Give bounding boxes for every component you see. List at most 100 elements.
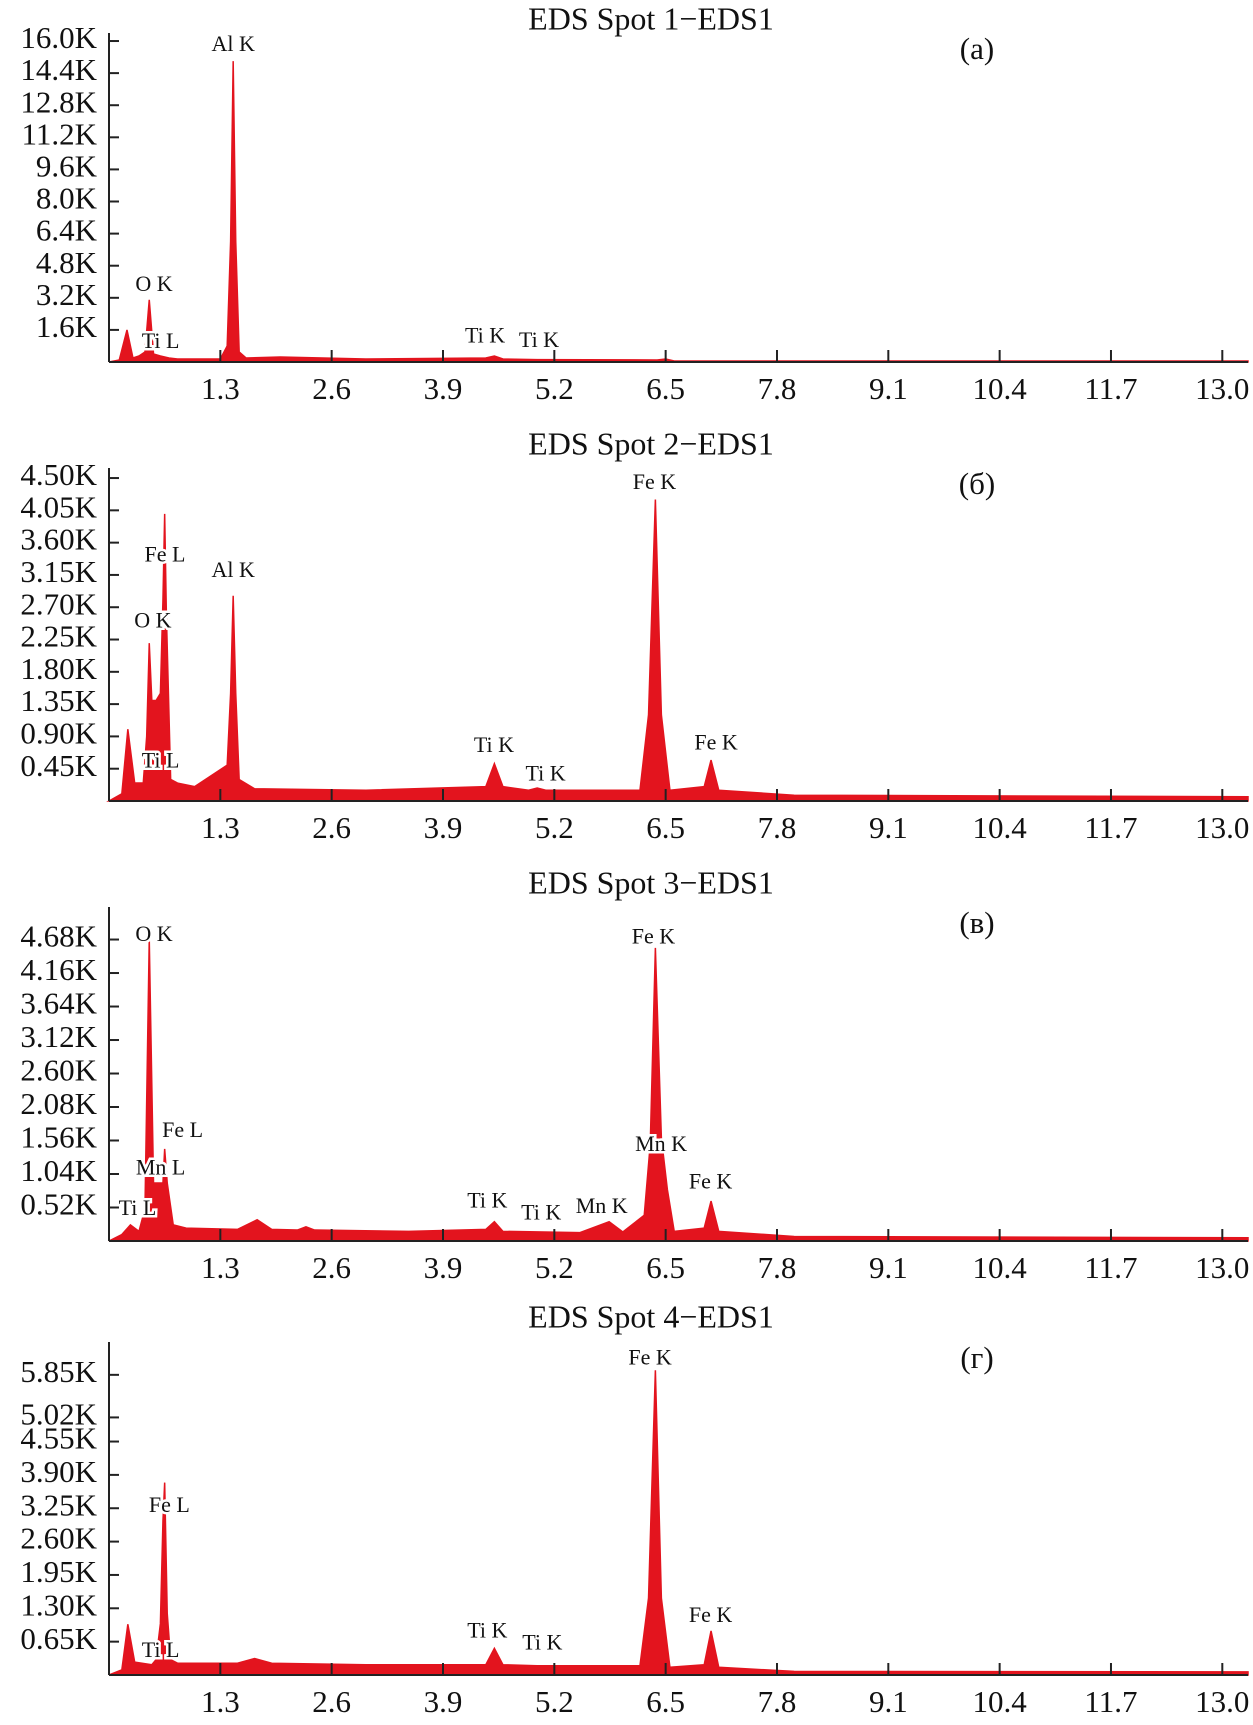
chart-title: EDS Spot 4−EDS1 bbox=[528, 1298, 774, 1334]
panel-label: (б) bbox=[959, 466, 995, 501]
x-tick-label: 7.8 bbox=[758, 1250, 797, 1285]
peak-label: Ti K bbox=[521, 1199, 561, 1224]
y-tick-label: 3.64K bbox=[20, 986, 97, 1021]
y-tick-label: 4.55K bbox=[20, 1421, 97, 1456]
x-tick-label: 10.4 bbox=[973, 371, 1028, 406]
x-tick-label: 1.3 bbox=[201, 1250, 240, 1285]
x-tick-label: 5.2 bbox=[535, 810, 574, 845]
x-tick-label: 11.7 bbox=[1084, 1684, 1137, 1719]
y-tick-label: 1.04K bbox=[20, 1153, 97, 1188]
peak-label: Fe K bbox=[694, 730, 738, 755]
x-tick-label: 13.0 bbox=[1195, 1684, 1249, 1719]
x-tick-label: 2.6 bbox=[312, 810, 351, 845]
y-tick-label: 3.2K bbox=[36, 277, 98, 312]
x-tick-label: 13.0 bbox=[1195, 371, 1249, 406]
peak-label: O K bbox=[135, 921, 172, 946]
spectrum-area bbox=[108, 938, 1249, 1242]
x-tick-label: 5.2 bbox=[535, 1684, 574, 1719]
y-tick-label: 1.35K bbox=[20, 683, 97, 718]
y-tick-label: 9.6K bbox=[36, 149, 98, 184]
x-tick-label: 6.5 bbox=[646, 1684, 685, 1719]
peak-label: Ti K bbox=[519, 327, 559, 352]
y-tick-label: 8.0K bbox=[36, 181, 98, 216]
y-tick-label: 3.12K bbox=[20, 1019, 97, 1054]
spectrum-area bbox=[106, 499, 1249, 802]
peak-label: Ti L bbox=[142, 747, 180, 772]
x-tick-label: 1.3 bbox=[201, 810, 240, 845]
peak-label: Fe K bbox=[632, 923, 676, 948]
peak-label: Fe K bbox=[689, 1602, 733, 1627]
peak-label: Ti L bbox=[119, 1195, 157, 1220]
y-tick-label: 1.6K bbox=[36, 309, 98, 344]
x-tick-label: 9.1 bbox=[869, 1684, 908, 1719]
x-tick-label: 6.5 bbox=[646, 1250, 685, 1285]
y-tick-label: 4.16K bbox=[20, 952, 97, 987]
x-tick-label: 11.7 bbox=[1084, 810, 1137, 845]
peak-label: Mn L bbox=[136, 1154, 186, 1179]
peak-label: Ti K bbox=[467, 1187, 507, 1212]
x-tick-label: 10.4 bbox=[973, 1684, 1028, 1719]
x-tick-label: 5.2 bbox=[535, 1250, 574, 1285]
panel-label: (г) bbox=[960, 1340, 993, 1375]
panel-label: (a) bbox=[960, 31, 994, 66]
peak-label: Ti L bbox=[142, 1637, 180, 1662]
peak-label: Ti K bbox=[526, 761, 566, 786]
x-tick-label: 5.2 bbox=[535, 371, 574, 406]
x-tick-label: 10.4 bbox=[973, 1250, 1028, 1285]
peak-label: Mn K bbox=[635, 1131, 687, 1156]
x-tick-label: 9.1 bbox=[869, 371, 908, 406]
y-tick-label: 0.90K bbox=[20, 716, 97, 751]
peak-label: Ti K bbox=[465, 323, 505, 348]
peak-label: Ti L bbox=[142, 328, 180, 353]
y-tick-label: 1.95K bbox=[20, 1554, 97, 1589]
y-tick-label: 2.60K bbox=[20, 1521, 97, 1556]
x-tick-label: 6.5 bbox=[646, 810, 685, 845]
y-tick-label: 1.30K bbox=[20, 1587, 97, 1622]
x-tick-label: 7.8 bbox=[758, 810, 797, 845]
y-tick-label: 1.56K bbox=[20, 1120, 97, 1155]
y-tick-label: 0.65K bbox=[20, 1621, 97, 1656]
y-tick-label: 4.8K bbox=[36, 245, 98, 280]
chart-title: EDS Spot 1−EDS1 bbox=[528, 0, 774, 36]
x-tick-label: 1.3 bbox=[201, 1684, 240, 1719]
x-tick-label: 9.1 bbox=[869, 1250, 908, 1285]
y-tick-label: 3.25K bbox=[20, 1487, 97, 1522]
peak-label: Fe L bbox=[162, 1117, 203, 1142]
y-tick-label: 2.08K bbox=[20, 1086, 97, 1121]
y-tick-label: 3.15K bbox=[20, 554, 97, 589]
y-tick-label: 5.02K bbox=[20, 1397, 97, 1432]
peak-label: Fe L bbox=[149, 1492, 190, 1517]
y-tick-label: 4.50K bbox=[20, 457, 97, 492]
chart-title: EDS Spot 2−EDS1 bbox=[528, 425, 774, 461]
y-tick-label: 11.2K bbox=[22, 116, 98, 151]
y-tick-label: 2.60K bbox=[20, 1053, 97, 1088]
y-tick-label: 6.4K bbox=[36, 213, 98, 248]
x-tick-label: 3.9 bbox=[424, 1250, 463, 1285]
y-tick-label: 5.85K bbox=[20, 1354, 97, 1389]
x-tick-label: 9.1 bbox=[869, 810, 908, 845]
x-tick-label: 3.9 bbox=[424, 810, 463, 845]
spectrum-area bbox=[108, 1370, 1249, 1676]
peak-label: Ti K bbox=[474, 732, 514, 757]
peak-label: Ti K bbox=[522, 1630, 562, 1655]
y-tick-label: 14.4K bbox=[20, 52, 97, 87]
y-tick-label: 0.52K bbox=[20, 1187, 97, 1222]
y-tick-label: 1.80K bbox=[20, 651, 97, 686]
peak-label: Fe K bbox=[633, 469, 677, 494]
y-tick-label: 4.68K bbox=[20, 919, 97, 954]
peak-label: Al K bbox=[212, 31, 256, 56]
x-tick-label: 6.5 bbox=[646, 371, 685, 406]
x-tick-label: 2.6 bbox=[312, 371, 351, 406]
peak-label: Al K bbox=[212, 557, 256, 582]
y-tick-label: 16.0K bbox=[20, 20, 97, 55]
x-tick-label: 1.3 bbox=[201, 371, 240, 406]
y-tick-label: 12.8K bbox=[20, 84, 97, 119]
x-tick-label: 3.9 bbox=[424, 1684, 463, 1719]
y-tick-label: 3.90K bbox=[20, 1454, 97, 1489]
peak-label: Ti K bbox=[467, 1617, 507, 1642]
y-tick-label: 2.70K bbox=[20, 586, 97, 621]
y-tick-label: 3.60K bbox=[20, 522, 97, 557]
chart-title: EDS Spot 3−EDS1 bbox=[528, 864, 774, 900]
y-tick-label: 2.25K bbox=[20, 619, 97, 654]
